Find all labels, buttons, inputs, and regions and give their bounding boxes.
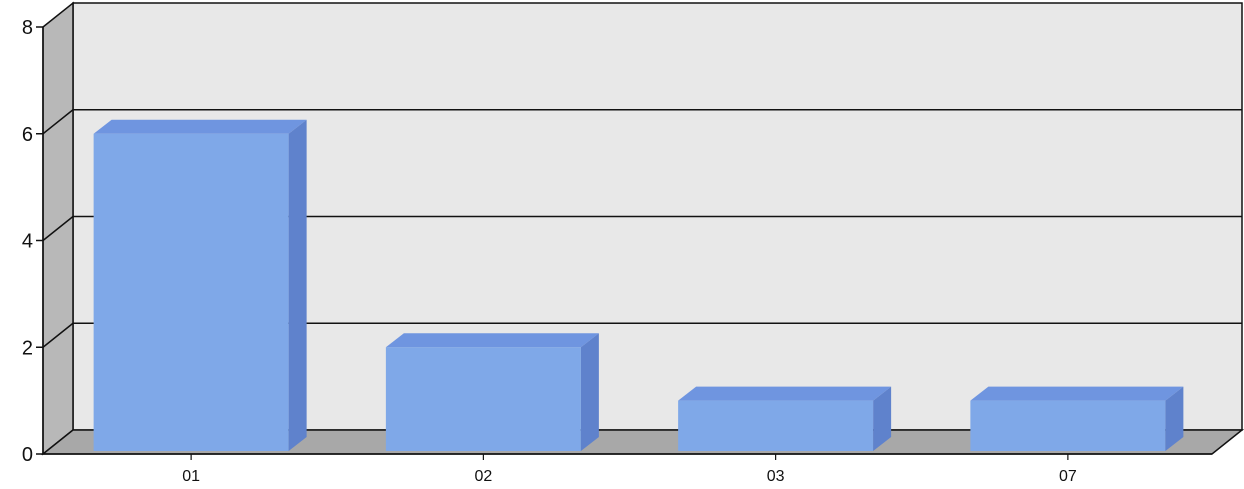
gridline-side	[42, 215, 74, 242]
x-tick-label: 02	[474, 468, 492, 485]
x-tick-label: 07	[1059, 468, 1077, 485]
bar-top	[385, 333, 599, 348]
bar	[678, 386, 892, 451]
bar-top	[678, 386, 892, 401]
y-tick-label: 2	[22, 337, 33, 359]
x-tick-label: 03	[767, 468, 785, 485]
y-tick-label: 4	[22, 231, 33, 253]
bar	[970, 386, 1184, 451]
bars	[93, 119, 1184, 451]
bar-side	[288, 119, 307, 451]
bar-front	[970, 400, 1166, 451]
y-tick-label: 0	[22, 444, 33, 466]
y-tick-label: 8	[22, 17, 33, 39]
gridline-side	[42, 109, 74, 135]
y-tick-label: 6	[22, 124, 33, 146]
y-axis-ticks: 0 2 4 6 8	[22, 17, 43, 466]
bar-front	[678, 400, 874, 451]
bar-side	[1165, 386, 1184, 451]
bar-side	[873, 386, 892, 451]
bar-front	[385, 347, 581, 451]
x-tick-label: 01	[182, 468, 200, 485]
bar-side	[580, 333, 599, 451]
bar-front	[93, 133, 289, 451]
x-axis-ticks: 01 02 03 07	[182, 454, 1077, 485]
bar	[385, 333, 599, 451]
bar-top	[970, 386, 1184, 401]
bar	[93, 119, 307, 451]
gridline-side	[42, 322, 74, 348]
bar-top	[93, 119, 307, 134]
